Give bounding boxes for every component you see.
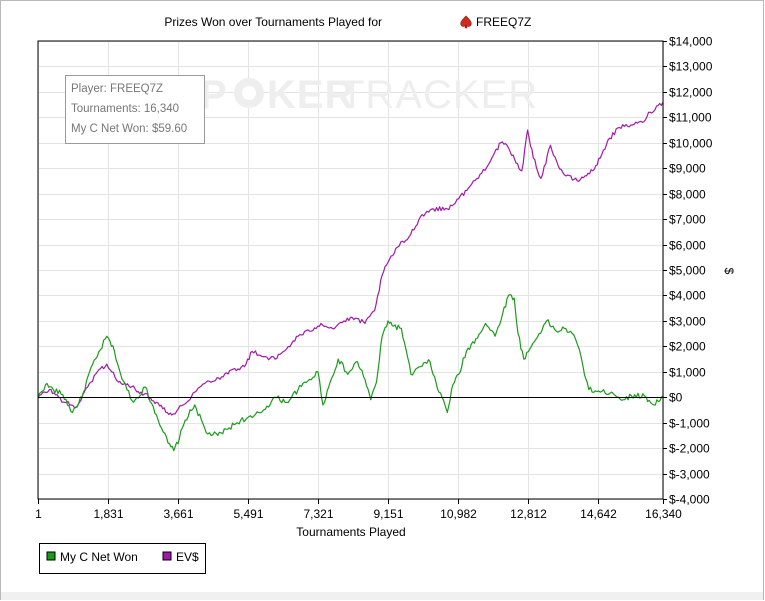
legend-frame <box>39 543 206 574</box>
y-tick-label: $9,000 <box>669 162 706 176</box>
info-net-won: My C Net Won: $59.60 <box>71 123 187 135</box>
x-tick-label: 1,831 <box>93 507 123 521</box>
legend-swatch-ev <box>162 551 172 561</box>
x-tick-label: 9,151 <box>373 507 403 521</box>
x-tick-label: 14,642 <box>580 507 617 521</box>
y-tick-label: $7,000 <box>669 213 706 227</box>
y-tick-label: $5,000 <box>669 264 706 278</box>
y-tick-label: $0 <box>669 391 683 405</box>
x-axis-title: Tournaments Played <box>296 525 405 539</box>
y-tick-label: $11,000 <box>669 111 712 125</box>
legend-label-net-won: My C Net Won <box>60 550 138 564</box>
info-tournaments: Tournaments: 16,340 <box>71 103 179 115</box>
spade-icon <box>460 15 472 29</box>
legend-swatch-net-won <box>46 551 56 561</box>
watermark-ker: KER <box>267 73 354 117</box>
watermark-chip-center <box>242 86 256 100</box>
y-axis: $-4,000 $-3,000 $-2,000 $-1,000 $0 $1,000 $2,0… <box>663 35 713 507</box>
x-axis: 1 1,831 3,661 5,491 7,321 9,151 10,982 12,812 14… <box>35 499 682 521</box>
info-box-frame <box>65 75 205 144</box>
x-tick-label: 7,321 <box>303 507 333 521</box>
y-tick-label: $10,000 <box>669 137 713 151</box>
series-layer <box>37 101 664 452</box>
x-tick-label: 5,491 <box>233 507 263 521</box>
legend-label-ev: EV$ <box>176 550 199 564</box>
y-tick-label: $12,000 <box>669 86 713 100</box>
y-tick-label: $6,000 <box>669 239 706 253</box>
y-tick-label: $4,000 <box>669 289 706 303</box>
series-net-won-line <box>37 294 664 452</box>
x-tick-label: 16,340 <box>645 507 682 521</box>
status-strip <box>1 592 763 600</box>
chart-title: Prizes Won over Tournaments Played for <box>164 15 382 29</box>
y-tick-label: $-4,000 <box>669 493 710 507</box>
player-name-title: FREEQ7Z <box>476 15 531 29</box>
y-tick-label: $8,000 <box>669 188 706 202</box>
y-tick-label: $14,000 <box>669 35 713 49</box>
y-tick-label: $13,000 <box>669 60 713 74</box>
y-tick-label: $1,000 <box>669 366 706 380</box>
y-tick-label: $2,000 <box>669 340 706 354</box>
pokertracker-watermark: P KER TRACKER <box>200 73 538 117</box>
y-tick-label: $-1,000 <box>669 417 710 431</box>
y-tick-label: $3,000 <box>669 315 706 329</box>
info-box: Player: FREEQ7Z Tournaments: 16,340 My C… <box>65 75 205 144</box>
legend: My C Net Won EV$ <box>39 543 206 574</box>
y-tick-label: $-3,000 <box>669 468 710 482</box>
info-player: Player: FREEQ7Z <box>71 83 163 95</box>
x-tick-label: 3,661 <box>163 507 193 521</box>
y-axis-title: $ <box>722 268 736 275</box>
x-tick-label: 12,812 <box>510 507 547 521</box>
x-tick-label: 10,982 <box>440 507 477 521</box>
watermark-tracker: TRACKER <box>340 73 538 117</box>
x-tick-label: 1 <box>35 507 42 521</box>
y-tick-label: $-2,000 <box>669 442 710 456</box>
